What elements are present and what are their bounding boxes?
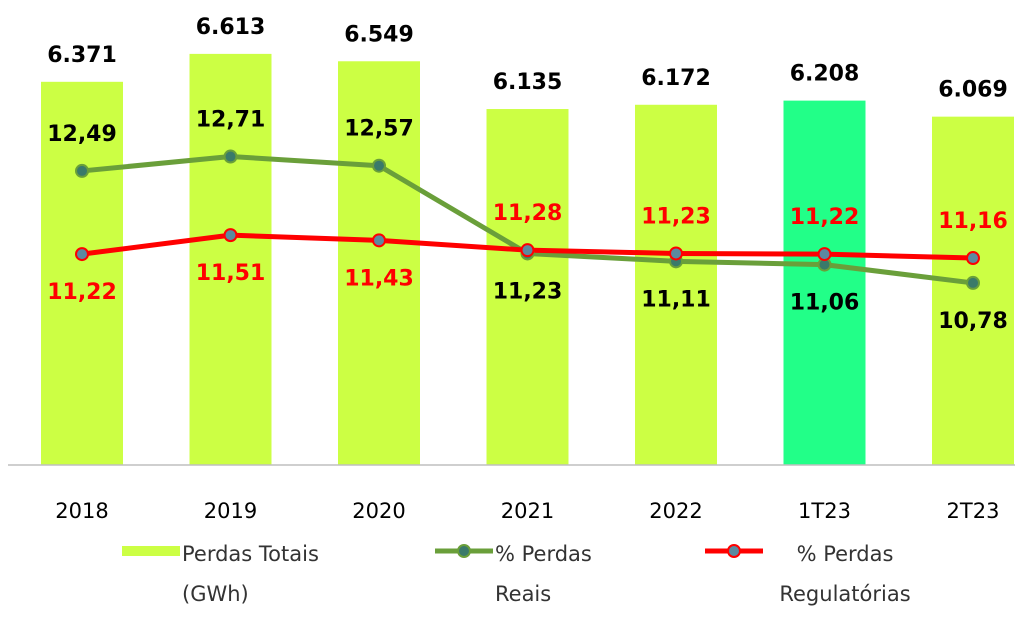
line-value-label: 11,22 (47, 280, 117, 305)
line-value-label: 11,51 (196, 261, 266, 286)
bar (635, 104, 717, 466)
legend-swatch (705, 544, 763, 558)
legend-swatch (122, 546, 180, 556)
x-tick-label: 1T23 (798, 499, 851, 523)
line-value-label: 12,71 (196, 108, 266, 133)
line-marker (520, 243, 535, 258)
x-tick-label: 2022 (649, 499, 702, 523)
line-marker (75, 163, 89, 178)
line-marker (372, 233, 386, 248)
line-value-label: 10,78 (938, 309, 1008, 334)
bar (41, 81, 123, 466)
line-value-label: 12,49 (47, 122, 117, 147)
bar-value-label: 6.135 (493, 70, 563, 95)
line-value-label: 12,57 (344, 117, 414, 142)
line-value-label: 11,28 (493, 201, 563, 226)
line-value-label: 11,22 (790, 205, 860, 230)
bar-value-label: 6.208 (790, 62, 860, 87)
line-value-label: 11,43 (344, 266, 414, 291)
bar (783, 100, 866, 465)
legend-item: Perdas Totais (GWh) (122, 534, 332, 614)
plot: 6.371 6.613 6.549 6.135 6.172 6.208 6.069 2018 2… (8, 15, 1015, 523)
x-tick-label: 2T23 (947, 499, 1000, 523)
bar (189, 53, 272, 466)
legend-label: % Perdas Reais (495, 542, 592, 606)
line-marker (75, 247, 89, 262)
x-tick-label: 2018 (55, 499, 108, 523)
bar-value-label: 6.069 (938, 78, 1008, 103)
bar (338, 61, 420, 466)
legend-swatch (435, 544, 493, 558)
line-value-label: 11,06 (790, 291, 860, 316)
line-marker (966, 251, 980, 266)
line-marker (223, 149, 238, 164)
line-marker (372, 158, 386, 173)
line-value-label: 11,23 (493, 279, 563, 304)
line-marker (669, 246, 683, 261)
bar-value-label: 6.549 (344, 22, 414, 47)
line-value-label: 11,16 (938, 209, 1008, 234)
line-marker (966, 275, 980, 290)
legend-label: % Perdas Regulatórias (779, 542, 911, 606)
x-tick-label: 2021 (501, 499, 554, 523)
bar-value-label: 6.172 (641, 66, 711, 91)
bar (932, 116, 1014, 466)
legend-label: Perdas Totais (GWh) (182, 542, 319, 606)
line-value-label: 11,11 (641, 287, 711, 312)
bar-value-label: 6.371 (47, 43, 117, 68)
legend-item: % Perdas Regulatórias (705, 534, 925, 614)
bar-value-label: 6.613 (196, 15, 266, 40)
legend-item: % Perdas Reais (435, 534, 605, 614)
bar (486, 109, 569, 466)
x-tick-label: 2019 (204, 499, 257, 523)
line-value-label: 11,23 (641, 204, 711, 229)
line-marker (817, 247, 832, 262)
line-marker (223, 228, 238, 243)
x-tick-label: 2020 (352, 499, 405, 523)
